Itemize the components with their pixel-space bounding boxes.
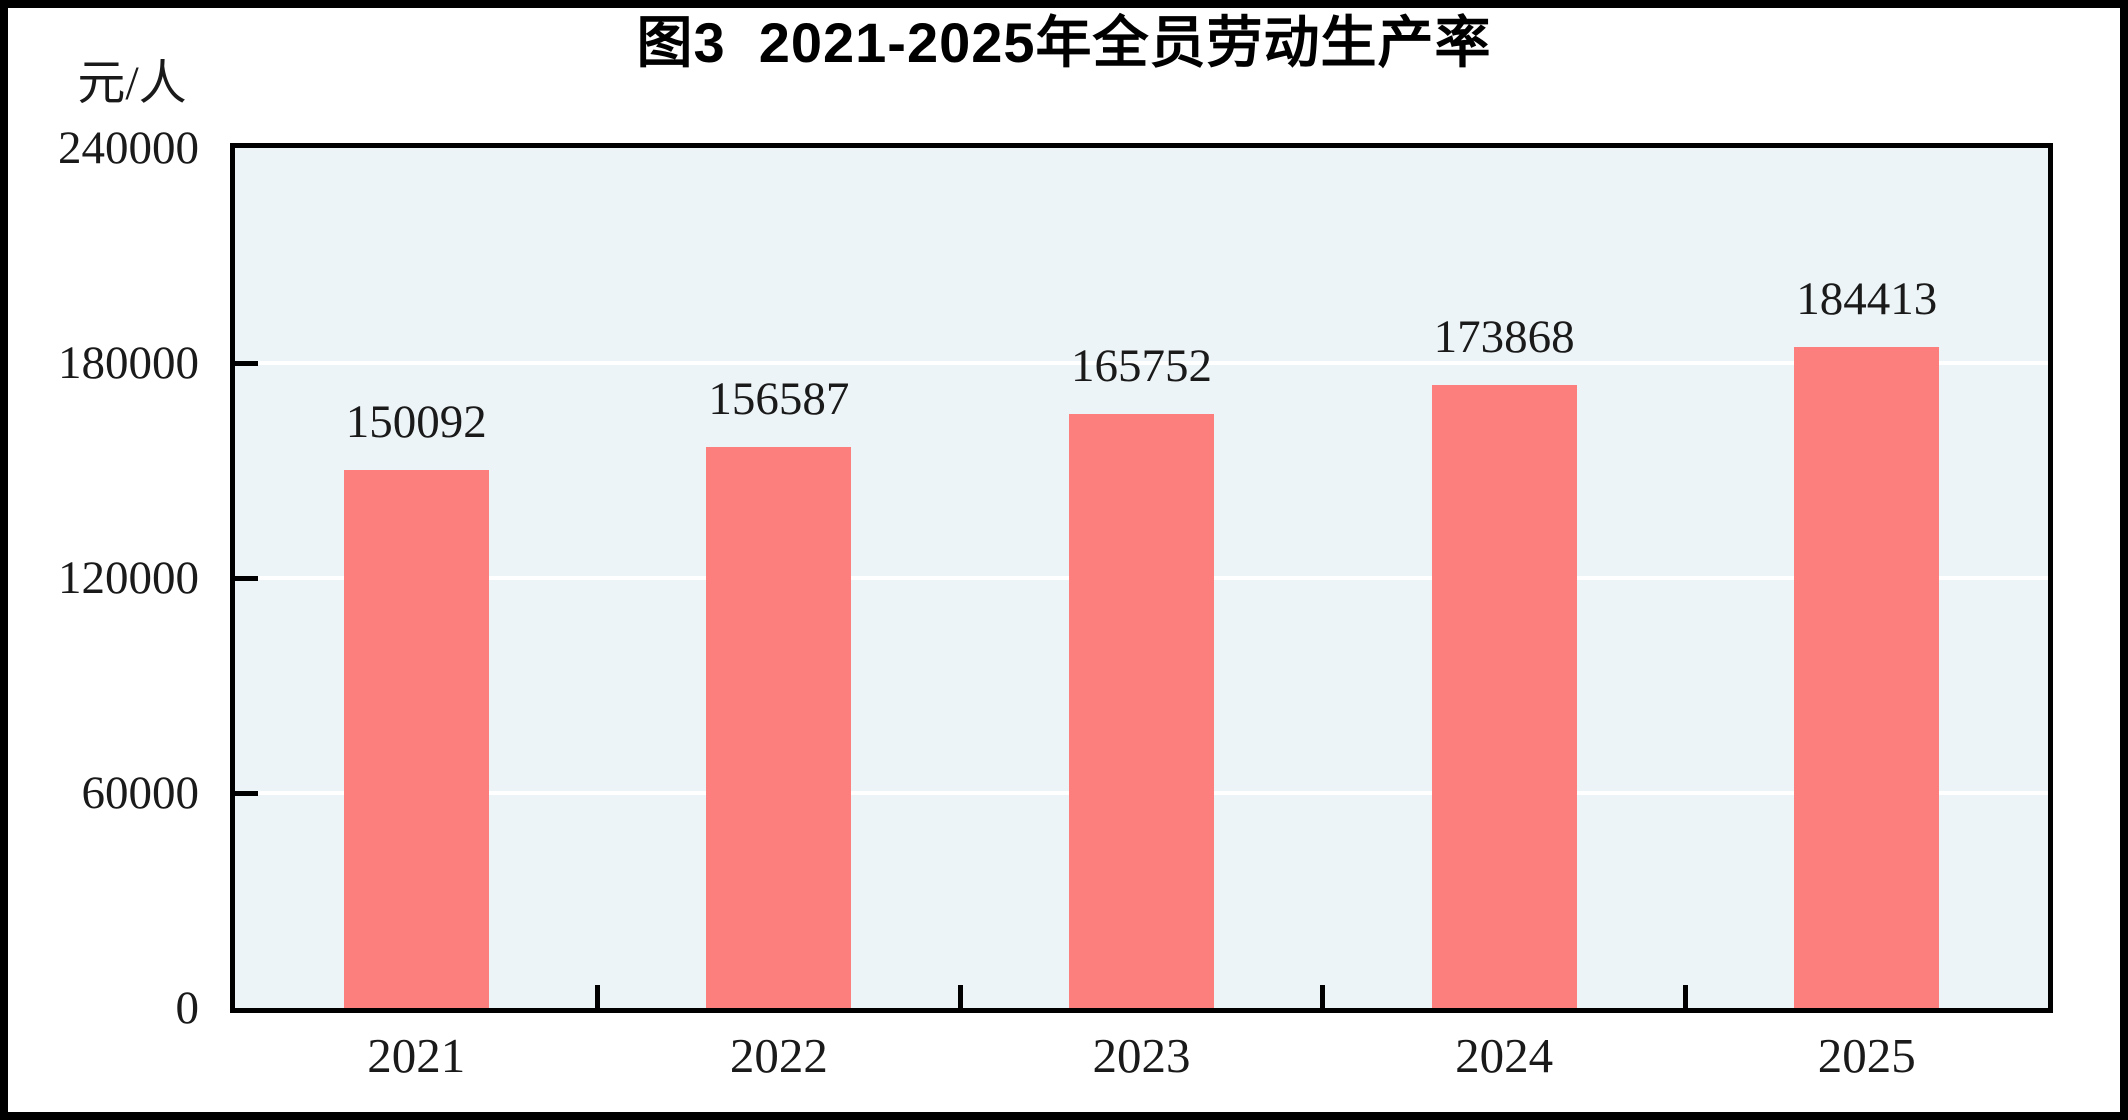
y-axis-tick-180000: [235, 360, 258, 366]
bar-value-label-2023: 165752: [1071, 340, 1212, 393]
bar-value-label-2024: 173868: [1433, 310, 1575, 363]
y-axis-unit-label: 元/人: [77, 57, 187, 110]
x-axis-label-2025: 2025: [1817, 1028, 1916, 1083]
gridline-180000: [235, 361, 2048, 365]
x-axis-label-2024: 2024: [1455, 1028, 1554, 1083]
bar-2024: [1431, 384, 1577, 1008]
plot-inner: 150092 156587 165752 173868 184413: [235, 148, 2048, 1008]
bar-2022: [706, 446, 852, 1008]
bar-value-label-2025: 184413: [1796, 273, 1938, 326]
y-axis-label-180000: 180000: [58, 337, 199, 389]
y-axis-tick-60000: [235, 790, 258, 796]
bar-value-label-2022: 156587: [708, 372, 850, 425]
x-axis-tick-labels: 2021 2022 2023 2024 2025: [230, 1022, 2053, 1102]
y-axis-label-60000: 60000: [81, 767, 200, 819]
x-axis-tick-4: [1682, 985, 1688, 1008]
y-axis-label-0: 0: [175, 982, 200, 1034]
y-axis-label-120000: 120000: [58, 552, 199, 604]
chart-title: 图3 2021-2025年全员劳动生产率: [636, 11, 1492, 74]
bar-value-label-2021: 150092: [345, 396, 487, 449]
x-axis-label-2023: 2023: [1092, 1028, 1191, 1083]
x-axis-tick-1: [595, 985, 601, 1008]
bar-2025: [1794, 347, 1940, 1008]
y-axis-label-240000: 240000: [58, 122, 199, 174]
plot-area: 150092 156587 165752 173868 184413: [230, 143, 2053, 1013]
x-axis-tick-2: [957, 985, 963, 1008]
x-axis-tick-3: [1320, 985, 1326, 1008]
bar-2021: [343, 470, 489, 1008]
bar-2023: [1069, 414, 1214, 1008]
x-axis-label-2022: 2022: [729, 1028, 828, 1083]
y-axis-tick-120000: [235, 575, 258, 581]
y-axis-tick-labels: 0 60000 120000 180000 240000: [0, 0, 205, 1120]
x-axis-label-2021: 2021: [367, 1028, 466, 1083]
